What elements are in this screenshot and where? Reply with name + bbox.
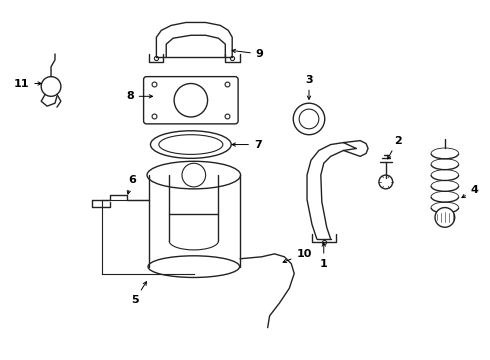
Text: 11: 11 (14, 78, 41, 89)
Circle shape (41, 77, 61, 96)
Text: 3: 3 (305, 75, 313, 99)
Ellipse shape (150, 131, 231, 158)
Circle shape (299, 109, 319, 129)
Text: 4: 4 (462, 185, 478, 198)
Circle shape (435, 208, 455, 227)
Circle shape (293, 103, 325, 135)
Text: 6: 6 (127, 175, 136, 194)
Text: 1: 1 (320, 243, 328, 269)
Text: 9: 9 (232, 49, 264, 59)
Text: 7: 7 (232, 140, 262, 149)
Text: 5: 5 (131, 282, 147, 305)
Ellipse shape (148, 256, 240, 278)
Text: 8: 8 (126, 91, 152, 101)
Circle shape (379, 175, 392, 189)
Text: 2: 2 (388, 136, 401, 159)
Ellipse shape (159, 135, 223, 154)
Text: 10: 10 (283, 249, 312, 262)
Ellipse shape (147, 161, 241, 189)
Circle shape (174, 84, 208, 117)
Circle shape (182, 163, 206, 187)
FancyBboxPatch shape (144, 77, 238, 124)
